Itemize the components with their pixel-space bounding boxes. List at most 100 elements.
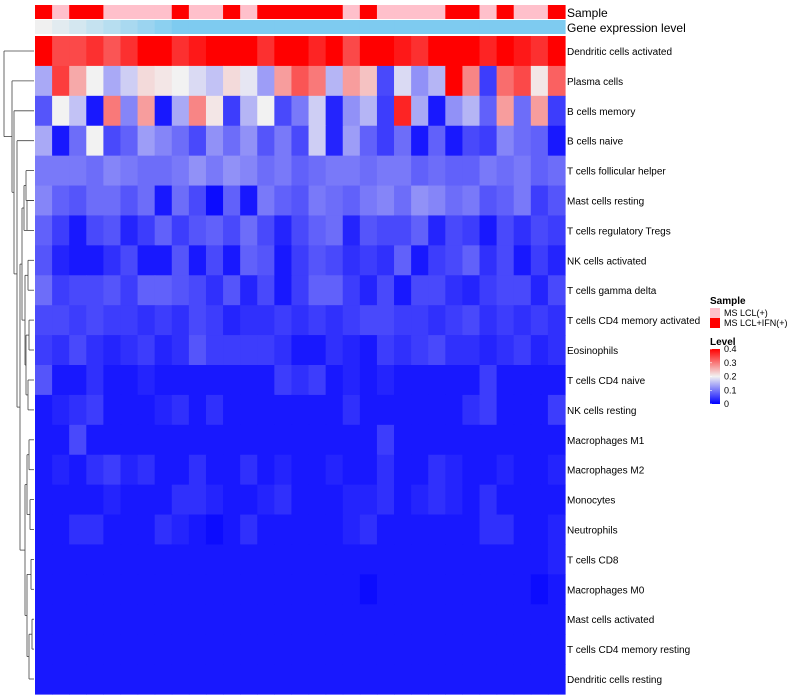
heatmap-cell bbox=[86, 424, 104, 456]
heatmap-cell bbox=[445, 454, 464, 486]
heatmap-cell bbox=[69, 305, 87, 336]
legend-entry-label: MS LCL(+) bbox=[724, 308, 768, 318]
heatmap-cell bbox=[171, 65, 190, 97]
heatmap-cell bbox=[257, 155, 275, 187]
heatmap-cell bbox=[394, 215, 412, 246]
heatmap-cell bbox=[547, 215, 566, 246]
heatmap-cell bbox=[428, 95, 446, 127]
heatmap-cell bbox=[513, 95, 532, 127]
heatmap-cell bbox=[223, 634, 241, 665]
heatmap-cell bbox=[462, 454, 481, 486]
heatmap-cell bbox=[479, 275, 498, 306]
heatmap-cell bbox=[462, 65, 481, 97]
heatmap-cell bbox=[171, 634, 190, 665]
heatmap-cell bbox=[154, 36, 173, 67]
heatmap-cell bbox=[342, 544, 361, 575]
heatmap-cell bbox=[513, 335, 532, 366]
heatmap-cell bbox=[291, 424, 310, 456]
heatmap-cell bbox=[86, 95, 104, 127]
heatmap-cell bbox=[52, 424, 70, 456]
heatmap-cell bbox=[342, 335, 361, 366]
heatmap-cell bbox=[325, 155, 344, 187]
heatmap-cell bbox=[342, 484, 361, 516]
heatmap-cell bbox=[547, 245, 566, 276]
heatmap-cell bbox=[120, 245, 139, 276]
heatmap-cell bbox=[411, 424, 429, 456]
heatmap-cell bbox=[479, 365, 498, 396]
heatmap-cell bbox=[496, 36, 515, 67]
expression-annotation-cell bbox=[52, 20, 70, 34]
heatmap-cell bbox=[171, 365, 190, 396]
heatmap-cell bbox=[428, 394, 446, 426]
heatmap-cell bbox=[171, 394, 190, 426]
expression-annotation-cell bbox=[35, 20, 53, 34]
heatmap-cell bbox=[445, 245, 464, 276]
heatmap-cell bbox=[103, 95, 122, 127]
heatmap-cell bbox=[479, 604, 498, 635]
heatmap-cell bbox=[274, 215, 293, 246]
sample-annotation-label: Sample bbox=[567, 6, 608, 20]
heatmap-cell bbox=[274, 544, 293, 575]
sample-annotation-cell bbox=[513, 5, 532, 19]
heatmap-cell bbox=[35, 365, 53, 396]
heatmap-cell bbox=[342, 65, 361, 97]
heatmap-cell bbox=[428, 335, 446, 366]
expression-annotation-cell bbox=[342, 20, 361, 34]
heatmap-cell bbox=[428, 424, 446, 456]
heatmap-cell bbox=[479, 454, 498, 486]
heatmap-cell bbox=[479, 305, 498, 336]
heatmap-cell bbox=[496, 604, 515, 635]
heatmap-cell bbox=[445, 36, 464, 67]
heatmap-cell bbox=[547, 574, 566, 605]
legend-swatch bbox=[710, 308, 720, 318]
heatmap-cell bbox=[376, 36, 395, 67]
heatmap-cell bbox=[223, 36, 241, 67]
heatmap-cell bbox=[35, 245, 53, 276]
heatmap-cell bbox=[547, 65, 566, 97]
heatmap-cell bbox=[240, 365, 258, 396]
heatmap-cell bbox=[86, 36, 104, 67]
heatmap-cell bbox=[445, 514, 464, 546]
row-label: Plasma cells bbox=[567, 77, 623, 88]
heatmap-cell bbox=[120, 604, 139, 635]
heatmap-cell bbox=[257, 394, 275, 426]
heatmap-cell bbox=[137, 484, 156, 516]
heatmap-cell bbox=[308, 574, 327, 605]
heatmap-cell bbox=[428, 125, 446, 157]
heatmap-cell bbox=[513, 394, 532, 426]
heatmap-cell bbox=[35, 185, 53, 217]
heatmap-cell bbox=[513, 544, 532, 575]
heatmap-cell bbox=[240, 634, 258, 665]
sample-annotation-cell bbox=[171, 5, 190, 19]
heatmap-cell bbox=[342, 634, 361, 665]
heatmap-cell bbox=[394, 125, 412, 157]
heatmap-cell bbox=[103, 454, 122, 486]
heatmap-cell bbox=[103, 514, 122, 546]
heatmap-cell bbox=[308, 544, 327, 575]
heatmap-cell bbox=[205, 664, 224, 695]
heatmap-cell bbox=[103, 275, 122, 306]
heatmap-cell bbox=[462, 424, 481, 456]
heatmap-cell bbox=[445, 65, 464, 97]
heatmap-cell bbox=[547, 335, 566, 366]
heatmap-cell bbox=[137, 335, 156, 366]
heatmap-cell bbox=[530, 215, 549, 246]
heatmap-cell bbox=[394, 454, 412, 486]
heatmap-cell bbox=[376, 245, 395, 276]
heatmap-cell bbox=[428, 664, 446, 695]
heatmap-cell bbox=[120, 664, 139, 695]
heatmap-cell bbox=[171, 604, 190, 635]
heatmap-cell bbox=[103, 65, 122, 97]
row-label: Eosinophils bbox=[567, 346, 618, 357]
heatmap-cell bbox=[205, 185, 224, 217]
heatmap-cell bbox=[513, 275, 532, 306]
heatmap-cell bbox=[291, 634, 310, 665]
heatmap-cell bbox=[479, 424, 498, 456]
sample-annotation-cell bbox=[342, 5, 361, 19]
heatmap-cell bbox=[274, 275, 293, 306]
heatmap-cell bbox=[120, 65, 139, 97]
heatmap-cell bbox=[205, 215, 224, 246]
heatmap-cell bbox=[35, 664, 53, 695]
heatmap-cell bbox=[376, 155, 395, 187]
heatmap-cell bbox=[291, 65, 310, 97]
